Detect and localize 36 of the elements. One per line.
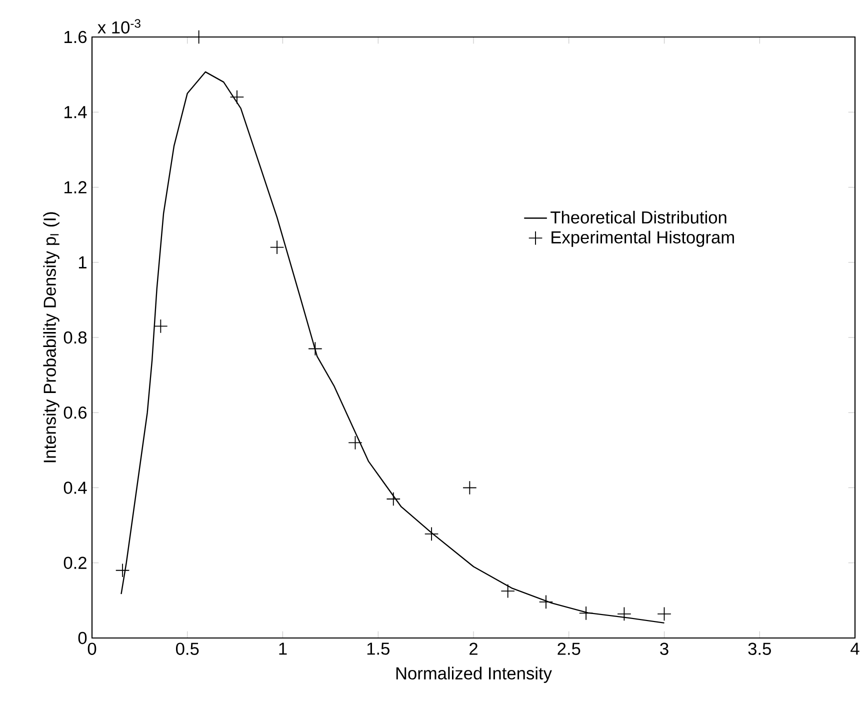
x-tick-label: 0.5 — [176, 642, 199, 655]
y-tick-label: 0.8 — [64, 331, 87, 344]
x-tick-label: 1 — [279, 642, 287, 655]
x-tick-label: 1.5 — [367, 642, 390, 655]
point — [617, 606, 632, 622]
text: x 10$^{-3}$ — [98, 19, 140, 34]
x-tick-label: 4 — [850, 642, 860, 655]
y-tick-label: 0 — [78, 632, 87, 644]
point — [270, 240, 284, 254]
point — [230, 90, 244, 104]
point — [462, 480, 477, 495]
point — [424, 526, 439, 542]
x-tick-label: 2.5 — [558, 642, 580, 655]
x-tick-label: 3 — [660, 642, 668, 655]
x-axis-title: Normalized Intensity — [396, 666, 552, 683]
point — [386, 492, 401, 506]
point — [578, 606, 594, 620]
x-tick-label: 3.5 — [748, 642, 771, 655]
point — [348, 436, 362, 450]
point — [538, 594, 554, 610]
point — [154, 319, 168, 334]
y-tick-label: 0.2 — [64, 556, 86, 569]
legend-label: Theoretical Distribution — [550, 210, 726, 224]
y-tick-label: 1 — [78, 256, 86, 268]
x-tick-label: 2 — [470, 642, 478, 655]
y-tick-label: 0.4 — [64, 482, 87, 494]
point — [115, 563, 130, 578]
x-tick-label: 0 — [88, 642, 96, 655]
y-tick-label: 1.4 — [64, 106, 87, 118]
point — [308, 342, 322, 356]
y-tick-label: 1.2 — [64, 181, 86, 194]
y-tick-label: 0.6 — [64, 406, 87, 419]
point — [500, 584, 515, 598]
y-tick-label: 1.6 — [64, 30, 87, 44]
y-axis-title: Intensity Probability Density p$_{I}$ (I) — [43, 212, 60, 462]
legend-label: Experimental Histogram — [552, 230, 734, 247]
